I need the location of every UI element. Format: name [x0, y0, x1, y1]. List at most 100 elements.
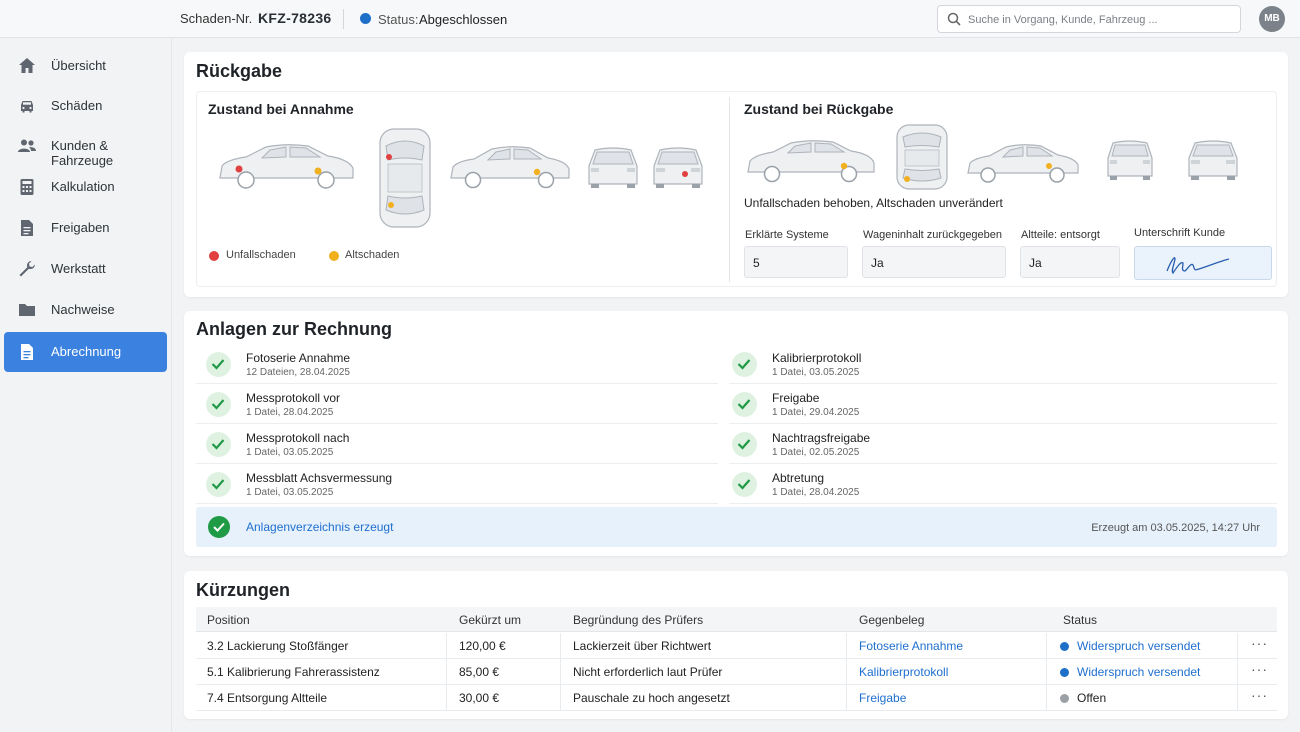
reason-cell: Nicht erforderlich laut Prüfer: [573, 665, 723, 679]
divider: [1046, 633, 1047, 659]
reason-cell: Lackierzeit über Richtwert: [573, 639, 712, 653]
attachment-meta: 1 Datei, 28.04.2025: [246, 407, 334, 418]
damage-marker: [386, 154, 392, 160]
field-label: Altteile: entsorgt: [1021, 229, 1100, 241]
wrench-icon: [19, 260, 36, 277]
damage-marker: [314, 167, 322, 175]
divider: [560, 659, 561, 685]
check-icon: [732, 472, 757, 497]
divider: [446, 633, 447, 659]
damage-marker: [840, 162, 848, 170]
search-icon: [947, 12, 961, 26]
car-icon: [21, 101, 33, 113]
status-cell: Offen: [1077, 691, 1107, 705]
check-icon: [732, 352, 757, 377]
status-cell: Widerspruch versendet: [1077, 665, 1201, 679]
sidebar-item-abrechnung[interactable]: Abrechnung: [4, 332, 167, 372]
car-top-diagram: [896, 124, 948, 190]
car-rear-diagram: [653, 147, 703, 188]
table-row: 3.2 Lackierung Stoßfänger 120,00 € Lackier…: [196, 633, 1277, 659]
legend-dot-unfallschaden: [209, 251, 219, 261]
section-title: Kürzungen: [196, 580, 290, 600]
sidebar-item-label: Übersicht: [51, 58, 106, 73]
attachment-name: Messprotokoll nach: [246, 431, 350, 445]
attachment-row[interactable]: Messblatt Achsvermessung 1 Datei, 03.05.2…: [196, 466, 718, 504]
attachment-meta: 1 Datei, 03.05.2025: [246, 487, 334, 498]
sidebar-item-uebersicht[interactable]: Übersicht: [4, 46, 167, 86]
column-header: Position: [207, 613, 250, 627]
attachment-row[interactable]: Freigabe 1 Datei, 29.04.2025: [729, 386, 1277, 424]
divider: [846, 659, 847, 685]
document-icon: [21, 220, 33, 236]
banner-link[interactable]: Anlagenverzeichnis erzeugt: [246, 520, 394, 534]
status-cell: Widerspruch versendet: [1077, 639, 1201, 653]
divider: [729, 97, 730, 282]
sidebar-item-nachweise[interactable]: Nachweise: [4, 290, 167, 330]
amount-cell: 85,00 €: [459, 665, 500, 679]
home-icon: [19, 58, 35, 73]
avatar[interactable]: MB: [1259, 6, 1285, 32]
section-title: Anlagen zur Rechnung: [196, 319, 393, 339]
attachment-row[interactable]: Abtretung 1 Datei, 28.04.2025: [729, 466, 1277, 504]
column-header: Gekürzt um: [459, 613, 522, 627]
sidebar-item-label: Freigaben: [51, 220, 110, 235]
folder-icon: [19, 304, 35, 316]
sidebar: Übersicht Schäden Kunden & Fahrzeuge Kal…: [0, 38, 172, 732]
divider: [446, 659, 447, 685]
divider: [560, 633, 561, 659]
gegenbeleg-link[interactable]: Freigabe: [859, 691, 907, 705]
field-label: Wageninhalt zurückgegeben: [863, 229, 1003, 241]
field-label: Erklärte Systeme: [745, 229, 829, 241]
legend-label: Unfallschaden: [226, 249, 296, 261]
claim-label: Schaden-Nr.: [180, 11, 253, 26]
sidebar-item-label: Nachweise: [51, 302, 115, 317]
sidebar-item-label: Kunden & Fahrzeuge: [51, 138, 114, 168]
more-menu-icon[interactable]: ···: [1251, 661, 1268, 677]
attachment-row[interactable]: Kalibrierprotokoll 1 Datei, 03.05.2025: [729, 346, 1277, 384]
check-icon: [206, 432, 231, 457]
sidebar-item-kunden[interactable]: Kunden & Fahrzeuge: [4, 126, 167, 168]
divider: [1237, 659, 1238, 685]
kuerzungen-card: [184, 571, 1288, 719]
divider: [343, 9, 344, 29]
gegenbeleg-link[interactable]: Kalibrierprotokoll: [859, 665, 949, 679]
search-box[interactable]: [937, 5, 1241, 33]
anlagenverzeichnis-banner: Anlagenverzeichnis erzeugt Erzeugt am 03…: [196, 507, 1277, 547]
divider: [1237, 685, 1238, 711]
attachment-name: Kalibrierprotokoll: [772, 351, 862, 365]
check-icon: [732, 392, 757, 417]
sidebar-item-schaeden[interactable]: Schäden: [4, 86, 167, 126]
status-value: Abgeschlossen: [419, 12, 508, 27]
damage-marker: [235, 165, 243, 173]
status-dot: [1060, 668, 1069, 677]
attachment-meta: 1 Datei, 02.05.2025: [772, 447, 860, 458]
car-side-right-diagram: [450, 146, 570, 189]
more-menu-icon[interactable]: ···: [1251, 687, 1268, 703]
sidebar-item-label: Werkstatt: [51, 261, 106, 276]
attachment-row[interactable]: Messprotokoll nach 1 Datei, 03.05.2025: [196, 426, 718, 464]
sidebar-item-werkstatt[interactable]: Werkstatt: [4, 249, 167, 289]
status-dot: [1060, 642, 1069, 651]
more-menu-icon[interactable]: ···: [1251, 635, 1268, 651]
attachment-row[interactable]: Fotoserie Annahme 12 Dateien, 28.04.2025: [196, 346, 718, 384]
attachment-meta: 1 Datei, 03.05.2025: [246, 447, 334, 458]
legend-label: Altschaden: [345, 249, 400, 261]
attachment-name: Freigabe: [772, 391, 820, 405]
check-icon: [732, 432, 757, 457]
check-circle-icon: [208, 516, 230, 538]
car-front-diagram: [1107, 140, 1153, 180]
sidebar-item-freigaben[interactable]: Freigaben: [4, 208, 167, 248]
damage-marker: [682, 171, 688, 177]
sidebar-item-kalkulation[interactable]: Kalkulation: [4, 167, 167, 207]
attachment-name: Messprotokoll vor: [246, 391, 341, 405]
search-input[interactable]: [968, 10, 1233, 29]
attachment-row[interactable]: Nachtragsfreigabe 1 Datei, 02.05.2025: [729, 426, 1277, 464]
document-icon: [21, 344, 33, 360]
wageninhalt-field: Ja: [862, 246, 1006, 278]
attachment-row[interactable]: Messprotokoll vor 1 Datei, 28.04.2025: [196, 386, 718, 424]
annahme-title: Zustand bei Annahme: [208, 101, 354, 117]
rueckgabe-title: Zustand bei Rückgabe: [744, 101, 894, 117]
divider: [1237, 633, 1238, 659]
gegenbeleg-link[interactable]: Fotoserie Annahme: [859, 639, 964, 653]
check-icon: [206, 352, 231, 377]
